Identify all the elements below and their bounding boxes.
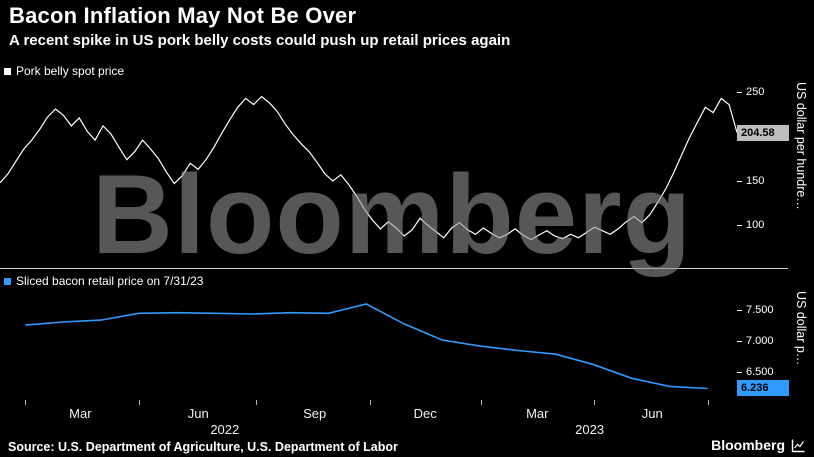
current-value-badge-pork-belly: 204.58 <box>737 124 789 141</box>
x-axis-month-label: Mar <box>69 406 92 421</box>
legend-bacon-retail: Sliced bacon retail price on 7/31/23 <box>4 274 203 288</box>
x-axis-tick-mark <box>707 400 709 405</box>
x-axis-year-label: 2022 <box>210 422 240 437</box>
series-line <box>0 95 738 241</box>
y-axis-column: 250 150 100 7.500 7.000 6.500 <box>737 0 797 457</box>
x-axis-month-label: Jun <box>641 406 663 421</box>
mini-chart-icon <box>791 439 805 452</box>
bloomberg-logo-text: Bloomberg <box>711 437 785 453</box>
tick-mark <box>737 309 742 311</box>
page-subtitle: A recent spike in US pork belly costs co… <box>9 32 511 49</box>
source-text: Source: U.S. Department of Agriculture, … <box>8 440 398 454</box>
x-axis-month-label: Sep <box>303 406 327 421</box>
x-axis-month-label: Mar <box>526 406 549 421</box>
y-axis-tick: 7.000 <box>737 333 774 349</box>
legend-label: Sliced bacon retail price on 7/31/23 <box>16 274 204 288</box>
x-axis-tick-mark <box>25 400 27 405</box>
tick-mark <box>737 340 742 342</box>
series-line <box>25 303 708 390</box>
x-axis-month-label: Dec <box>413 406 437 421</box>
bloomberg-logo: Bloomberg <box>711 437 806 453</box>
x-axis: Mar Jun Sep Dec Mar Jun 2022 2023 <box>0 400 737 437</box>
y-axis-tick: 100 <box>737 217 764 233</box>
y-axis-tick: 150 <box>737 173 764 189</box>
tick-mark <box>737 371 742 373</box>
bacon-retail-line-chart <box>25 303 708 390</box>
page-title: Bacon Inflation May Not Be Over <box>9 3 357 28</box>
x-axis-tick-mark <box>138 400 140 405</box>
y-axis-tick: 7.500 <box>737 302 774 318</box>
x-axis-tick-mark <box>480 400 482 405</box>
pork-belly-line-chart <box>0 95 738 241</box>
tick-mark <box>737 91 742 93</box>
tick-mark <box>737 180 742 182</box>
x-axis-month-label: Jun <box>187 406 209 421</box>
panel-divider <box>0 268 788 269</box>
x-axis-tick-mark <box>255 400 257 405</box>
tick-mark <box>737 224 742 226</box>
y-axis-tick: 250 <box>737 84 764 100</box>
y-axis-tick: 6.500 <box>737 364 774 380</box>
y-axis-unit-label-bottom: US dollar p… <box>794 291 808 366</box>
x-axis-tick-mark <box>369 400 371 405</box>
legend-swatch-white <box>4 67 11 75</box>
legend-pork-belly: Pork belly spot price <box>4 64 124 78</box>
legend-label: Pork belly spot price <box>16 64 125 78</box>
current-value-badge-bacon: 6.236 <box>737 380 789 397</box>
x-axis-year-label: 2023 <box>575 422 605 437</box>
x-axis-tick-mark <box>594 400 596 405</box>
legend-swatch-blue <box>4 277 11 285</box>
y-axis-unit-label-top: US dollar per hundre… <box>794 82 808 210</box>
